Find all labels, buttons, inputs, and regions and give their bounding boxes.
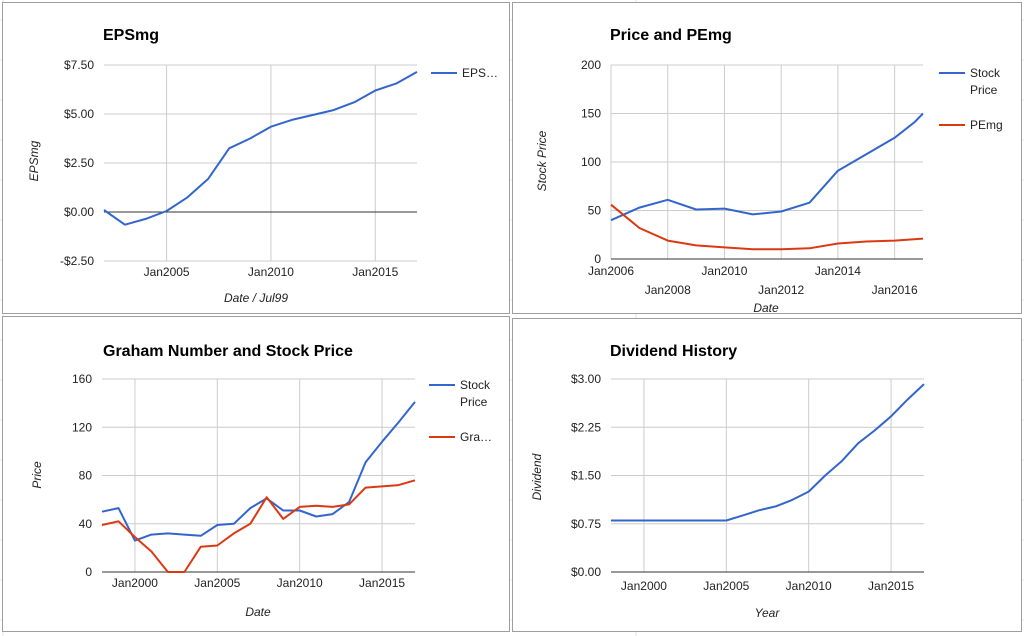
chart-title: Graham Number and Stock Price	[103, 343, 353, 360]
chart-dividend-history[interactable]: Dividend History Year Dividend $3.00 $2.2…	[512, 318, 1022, 632]
x-tick-label: Jan2010	[786, 579, 832, 593]
x-tick-label: Jan2000	[621, 579, 667, 593]
x-tick-label: Jan2006	[588, 264, 634, 278]
legend-label-0: Stock	[970, 66, 1001, 80]
x-tick-label: Jan2015	[359, 576, 405, 590]
x-axis-label: Date / Jul99	[224, 291, 288, 305]
chart-epsmg-canvas: EPSmg Date / Jul99 EPSmg $7.50 $5.00 $2.50…	[27, 27, 498, 305]
y-tick-label: 100	[581, 155, 601, 169]
y-tick-label: 50	[588, 204, 602, 218]
chart-dividend-canvas: Dividend History Year Dividend $3.00 $2.2…	[530, 343, 925, 620]
chart-price-and-pemg-canvas: Price and PEmg Date Stock Price 200 150 10…	[535, 27, 1003, 315]
y-tick-label: $3.00	[571, 372, 601, 386]
series-line-0	[103, 71, 418, 226]
x-axis-label: Year	[755, 606, 781, 620]
legend-label-0: Price	[970, 83, 998, 97]
x-tick-label: Jan2015	[352, 265, 398, 279]
x-tick-label: Jan2000	[112, 576, 158, 590]
y-axis-label: Stock Price	[535, 130, 549, 191]
x-tick-label: Jan2015	[868, 579, 914, 593]
legend-label-0: Stock	[460, 378, 491, 392]
x-axis-label: Date	[245, 605, 271, 619]
legend-label-1: Gra…	[460, 430, 492, 444]
chart-title: Dividend History	[610, 343, 737, 360]
chart-title: EPSmg	[103, 27, 159, 44]
chart-graham-canvas: Graham Number and Stock Price Date Price…	[30, 343, 492, 619]
y-tick-label: $0.75	[571, 517, 601, 531]
y-tick-label: $5.00	[64, 107, 94, 121]
legend-label-0: Price	[460, 395, 488, 409]
y-tick-label: 0	[594, 252, 601, 266]
series-line-1	[610, 203, 924, 251]
x-tick-label: Jan2005	[144, 265, 190, 279]
x-tick-label: Jan2008	[645, 283, 691, 297]
x-tick-label: Jan2014	[815, 264, 861, 278]
y-tick-label: 200	[581, 58, 601, 72]
series-line-1	[101, 479, 416, 573]
y-axis-label: Dividend	[530, 453, 544, 500]
y-tick-label: 150	[581, 107, 601, 121]
x-tick-label: Jan2010	[701, 264, 747, 278]
chart-graham-number-and-stock-price[interactable]: Graham Number and Stock Price Date Price…	[2, 316, 510, 632]
y-tick-label: 80	[79, 469, 93, 483]
y-tick-label: $0.00	[571, 565, 601, 579]
x-tick-label: Jan2010	[277, 576, 323, 590]
series-line-0	[101, 401, 416, 542]
x-tick-label: Jan2005	[194, 576, 240, 590]
chart-title: Price and PEmg	[610, 27, 732, 44]
series-line-0	[611, 383, 925, 522]
y-tick-label: $0.00	[64, 205, 94, 219]
y-tick-label: 120	[72, 420, 92, 434]
y-axis-label: EPSmg	[27, 140, 41, 181]
y-tick-label: 0	[85, 565, 92, 579]
y-tick-label: $2.50	[64, 156, 94, 170]
y-axis-label: Price	[30, 461, 44, 489]
x-axis-label: Date	[753, 301, 779, 315]
series-line-0	[610, 112, 924, 222]
legend-label-1: PEmg	[970, 118, 1003, 132]
x-tick-label: Jan2016	[872, 283, 918, 297]
y-tick-label: -$2.50	[60, 254, 94, 268]
x-tick-label: Jan2012	[758, 283, 804, 297]
y-tick-label: $2.25	[571, 420, 601, 434]
x-tick-label: Jan2010	[248, 265, 294, 279]
legend-label-0: EPS…	[462, 66, 498, 80]
chart-epsmg[interactable]: EPSmg Date / Jul99 EPSmg $7.50 $5.00 $2.50…	[2, 2, 510, 314]
y-tick-label: 40	[79, 517, 93, 531]
chart-price-and-pemg[interactable]: Price and PEmg Date Stock Price 200 150 10…	[512, 2, 1022, 315]
x-tick-label: Jan2005	[703, 579, 749, 593]
y-tick-label: $7.50	[64, 58, 94, 72]
y-tick-label: 160	[72, 372, 92, 386]
y-tick-label: $1.50	[571, 469, 601, 483]
